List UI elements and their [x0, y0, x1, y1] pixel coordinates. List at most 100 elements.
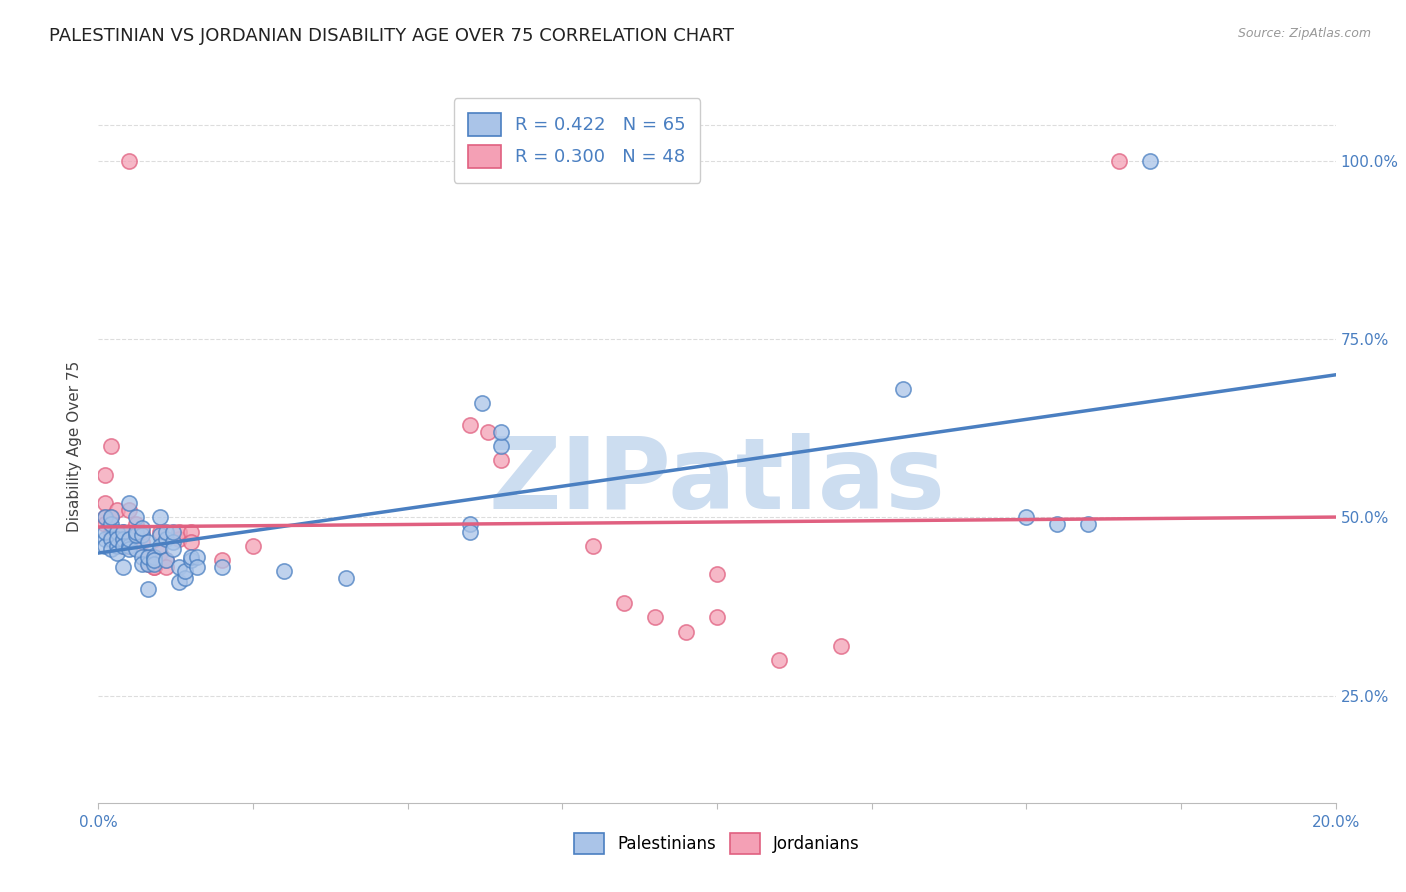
Point [174, 564, 197, 578]
Point [149, 546, 172, 560]
Point [167, 560, 190, 574]
Point [458, 517, 481, 532]
Point [100, 528, 122, 542]
Point [768, 653, 790, 667]
Point [143, 560, 166, 574]
Point [100, 532, 122, 546]
Point [105, 524, 128, 539]
Point [93, 524, 115, 539]
Point [131, 528, 153, 542]
Point [186, 560, 208, 574]
Point [131, 549, 153, 564]
Point [93, 517, 115, 532]
Point [1108, 153, 1130, 168]
Point [112, 539, 135, 553]
Point [118, 496, 141, 510]
Point [149, 528, 172, 542]
Point [136, 549, 159, 564]
Legend: Palestinians, Jordanians: Palestinians, Jordanians [567, 824, 868, 863]
Point [118, 524, 141, 539]
Point [155, 553, 177, 567]
Point [105, 532, 128, 546]
Point [136, 557, 159, 571]
Point [180, 553, 202, 567]
Point [93, 532, 115, 546]
Point [143, 549, 166, 564]
Point [118, 539, 141, 553]
Point [180, 524, 202, 539]
Point [131, 524, 153, 539]
Point [211, 553, 233, 567]
Point [124, 510, 146, 524]
Point [830, 639, 852, 653]
Point [458, 417, 481, 432]
Text: ZIPatlas: ZIPatlas [489, 434, 945, 530]
Point [1046, 517, 1069, 532]
Point [186, 549, 208, 564]
Point [93, 510, 115, 524]
Point [124, 528, 146, 542]
Point [118, 503, 141, 517]
Point [105, 503, 128, 517]
Point [706, 567, 728, 582]
Point [131, 557, 153, 571]
Point [105, 535, 128, 549]
Point [149, 510, 172, 524]
Point [93, 467, 115, 482]
Point [105, 546, 128, 560]
Point [100, 510, 122, 524]
Point [155, 560, 177, 574]
Point [112, 524, 135, 539]
Point [112, 539, 135, 553]
Point [149, 524, 172, 539]
Point [93, 496, 115, 510]
Point [155, 553, 177, 567]
Point [174, 571, 197, 585]
Point [100, 542, 122, 557]
Point [100, 439, 122, 453]
Point [118, 542, 141, 557]
Y-axis label: Disability Age Over 75: Disability Age Over 75 [67, 360, 83, 532]
Point [93, 510, 115, 524]
Point [706, 610, 728, 624]
Point [105, 539, 128, 553]
Point [1077, 517, 1099, 532]
Point [136, 535, 159, 549]
Point [242, 539, 264, 553]
Point [489, 439, 512, 453]
Point [149, 539, 172, 553]
Point [112, 560, 135, 574]
Point [458, 524, 481, 539]
Point [100, 517, 122, 532]
Point [582, 539, 605, 553]
Point [335, 571, 357, 585]
Point [118, 539, 141, 553]
Point [489, 453, 512, 467]
Point [143, 553, 166, 567]
Point [100, 510, 122, 524]
Point [162, 542, 184, 557]
Point [675, 624, 697, 639]
Text: Source: ZipAtlas.com: Source: ZipAtlas.com [1237, 27, 1371, 40]
Point [613, 596, 636, 610]
Point [471, 396, 494, 410]
Point [162, 524, 184, 539]
Point [143, 557, 166, 571]
Point [180, 535, 202, 549]
Point [136, 549, 159, 564]
Point [162, 535, 184, 549]
Point [167, 574, 190, 589]
Point [131, 535, 153, 549]
Point [124, 542, 146, 557]
Point [273, 564, 295, 578]
Point [1015, 510, 1038, 524]
Point [131, 521, 153, 535]
Point [143, 560, 166, 574]
Point [136, 557, 159, 571]
Text: PALESTINIAN VS JORDANIAN DISABILITY AGE OVER 75 CORRELATION CHART: PALESTINIAN VS JORDANIAN DISABILITY AGE … [49, 27, 734, 45]
Point [100, 524, 122, 539]
Point [118, 532, 141, 546]
Point [93, 539, 115, 553]
Point [155, 532, 177, 546]
Point [1139, 153, 1161, 168]
